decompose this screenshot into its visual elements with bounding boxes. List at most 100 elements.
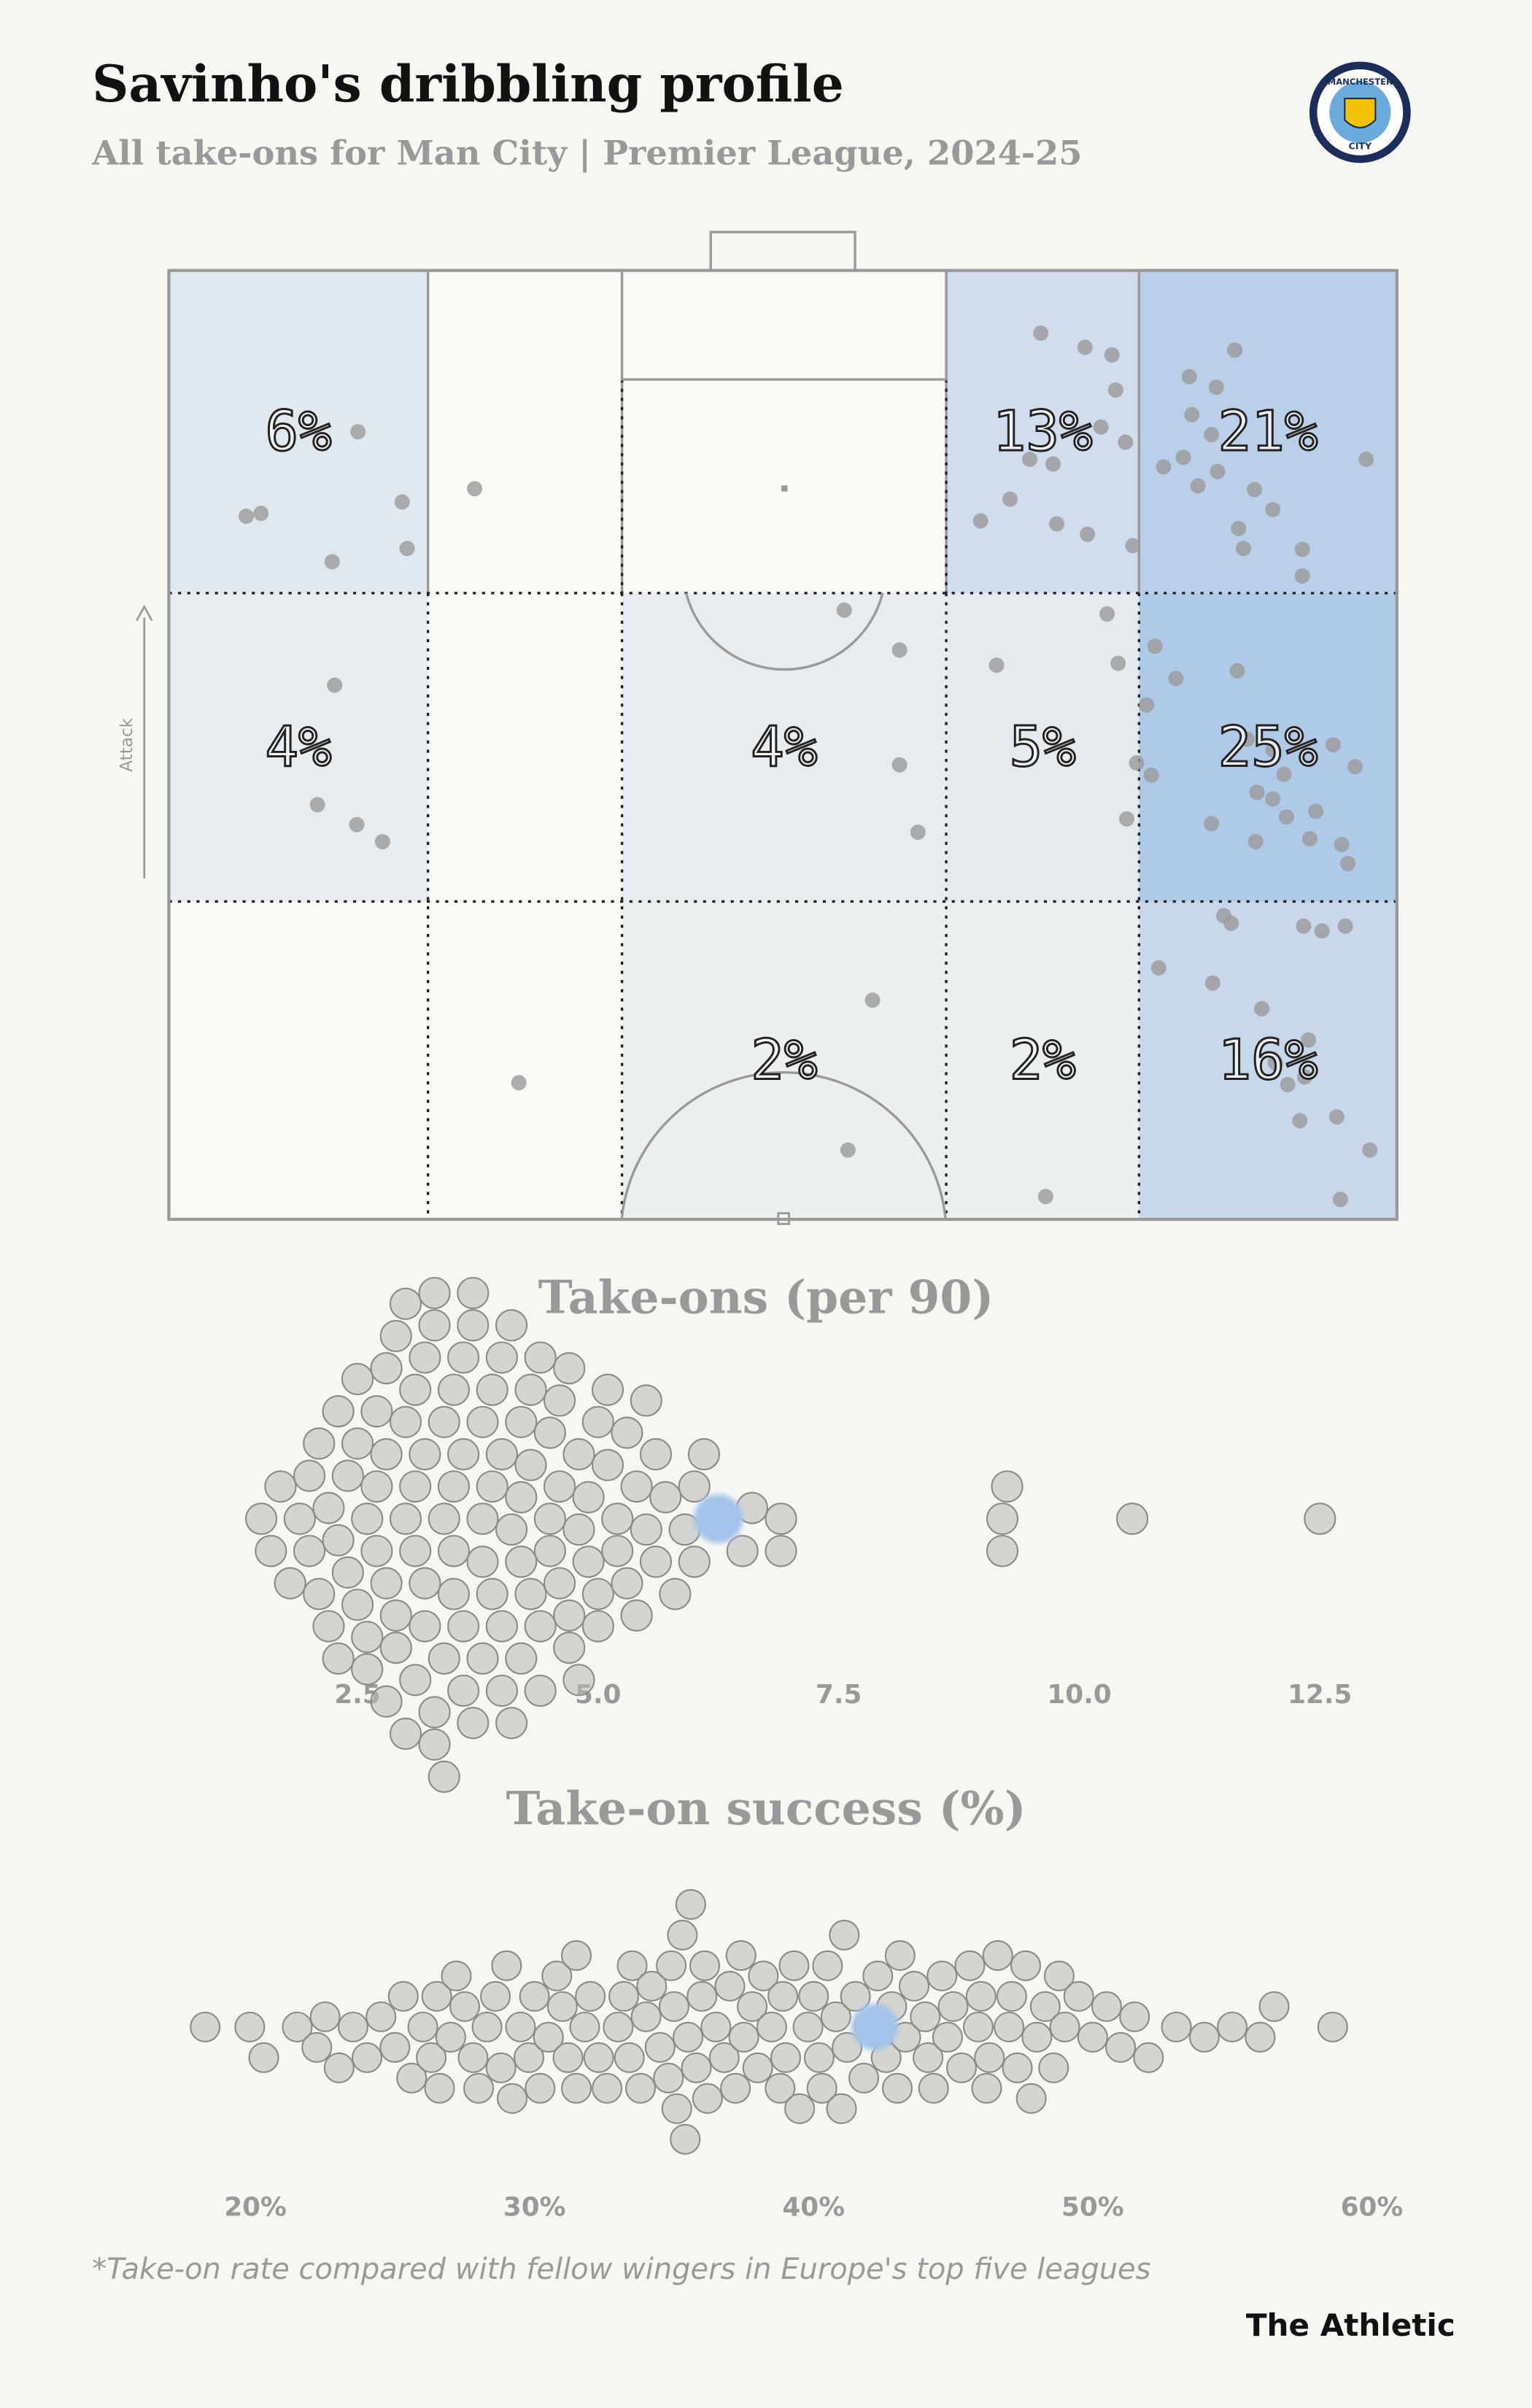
swarm-dot bbox=[1115, 1502, 1149, 1535]
swarm-dot bbox=[457, 1707, 490, 1740]
swarm-dot bbox=[569, 2011, 600, 2042]
take-on bbox=[1002, 491, 1018, 507]
take-on bbox=[1301, 831, 1318, 847]
take-on bbox=[1150, 960, 1167, 976]
swarm-dot bbox=[678, 1545, 711, 1578]
swarm-dot bbox=[495, 1707, 528, 1740]
swarm-dot bbox=[971, 2072, 1002, 2104]
swarm-dot bbox=[1119, 2001, 1150, 2032]
swarm-dot bbox=[756, 2011, 787, 2042]
swarm-dot bbox=[1105, 2031, 1137, 2063]
swarm-dot bbox=[726, 1535, 759, 1567]
swarm-dot bbox=[457, 2042, 489, 2073]
swarm-dot bbox=[370, 1567, 403, 1599]
subtitle: All take-ons for Man City | Premier Leag… bbox=[91, 133, 1082, 172]
swarm-dot bbox=[962, 2011, 994, 2042]
take-on bbox=[1254, 1000, 1270, 1016]
take-on bbox=[1247, 482, 1263, 498]
swarm-dot bbox=[1133, 2042, 1164, 2073]
take-on bbox=[1278, 809, 1294, 825]
take-on bbox=[1334, 836, 1350, 852]
swarm-dot bbox=[562, 1664, 595, 1697]
swarm-dot bbox=[524, 1674, 557, 1707]
badge-shield bbox=[1344, 97, 1377, 128]
club-badge: MANCHESTER CITY bbox=[1309, 61, 1411, 163]
swarm-dot bbox=[673, 2021, 704, 2053]
take-on bbox=[1247, 833, 1264, 850]
swarm-dot bbox=[965, 1980, 997, 2012]
take-on bbox=[1204, 975, 1220, 991]
zone-empty bbox=[428, 270, 622, 593]
swarm-dot bbox=[591, 1448, 624, 1481]
take-on bbox=[891, 757, 908, 773]
swarm-dot bbox=[803, 2042, 835, 2073]
brand: The Athletic bbox=[1246, 2307, 1455, 2343]
take-on bbox=[1265, 791, 1281, 807]
swarm-dot bbox=[630, 2001, 662, 2032]
swarm-dot bbox=[505, 1481, 538, 1513]
take-on bbox=[1223, 915, 1239, 931]
take-on bbox=[511, 1075, 527, 1091]
take-on bbox=[1267, 1054, 1283, 1070]
zone-label: 4% bbox=[265, 714, 331, 779]
swarm-dot bbox=[658, 1991, 689, 2022]
swarm-dot bbox=[495, 1513, 528, 1546]
swarm-dot bbox=[428, 1405, 460, 1438]
swarm-dot bbox=[437, 1373, 471, 1406]
take-on bbox=[1204, 816, 1220, 832]
take-on bbox=[1037, 1189, 1053, 1205]
zone-label: 5% bbox=[1010, 714, 1076, 779]
take-on bbox=[253, 506, 269, 522]
swarm-dot bbox=[399, 1470, 432, 1503]
attack-arrowhead bbox=[136, 604, 153, 622]
swarm-dot bbox=[360, 1470, 393, 1503]
swarm-dot bbox=[552, 2042, 584, 2073]
swarm-dot bbox=[553, 1599, 586, 1632]
swarm-dot bbox=[428, 1642, 460, 1675]
take-on bbox=[1294, 541, 1310, 557]
swarm-dot bbox=[700, 2011, 732, 2042]
swarm-dot bbox=[1217, 2011, 1248, 2042]
swarm-dot bbox=[471, 2011, 503, 2042]
take-on bbox=[864, 992, 881, 1008]
swarm-dot bbox=[255, 1535, 287, 1567]
swarm-dot bbox=[560, 2072, 592, 2104]
take-on bbox=[840, 1142, 856, 1158]
swarm-dot bbox=[725, 1940, 757, 1971]
swarm-dot bbox=[1049, 2011, 1080, 2042]
swarm-dot bbox=[360, 1394, 393, 1428]
swarm-dot bbox=[543, 1567, 576, 1599]
swarm-dot bbox=[418, 1696, 451, 1729]
take-on bbox=[1314, 923, 1330, 939]
swarm-dot bbox=[737, 1991, 768, 2022]
swarm-dot bbox=[418, 1728, 451, 1761]
take-on bbox=[1125, 538, 1141, 554]
take-on bbox=[327, 677, 343, 693]
swarm-dot bbox=[341, 1362, 374, 1395]
take-on bbox=[349, 817, 365, 833]
swarm-dot bbox=[303, 1578, 336, 1610]
zone-label: 13% bbox=[993, 399, 1093, 463]
swarm-dot bbox=[409, 1610, 441, 1643]
badge-bottom: CITY bbox=[1348, 140, 1372, 151]
swarm-dot bbox=[742, 2052, 773, 2083]
swarm-dot bbox=[485, 1674, 519, 1707]
swarm-dot bbox=[399, 1373, 432, 1406]
swarm-dot bbox=[656, 1950, 687, 1981]
take-on bbox=[1358, 451, 1374, 467]
swarm-dot bbox=[485, 1610, 519, 1643]
swarm-dot bbox=[974, 2042, 1005, 2073]
swarm-dot bbox=[770, 2042, 802, 2073]
take-on bbox=[1328, 1109, 1345, 1125]
swarm-dot bbox=[826, 2093, 857, 2124]
swarm-dot bbox=[407, 2011, 438, 2042]
zone bbox=[1139, 270, 1397, 593]
swarm-title: Take-ons (per 90) bbox=[538, 1270, 994, 1324]
swarm-dot bbox=[274, 1567, 306, 1599]
swarm-dot bbox=[505, 1405, 538, 1438]
zone-label: 2% bbox=[751, 1027, 817, 1092]
swarm-dot bbox=[681, 2052, 712, 2083]
swarm-dot bbox=[399, 1535, 432, 1567]
take-on bbox=[350, 424, 366, 440]
swarm-dot bbox=[533, 1535, 566, 1567]
